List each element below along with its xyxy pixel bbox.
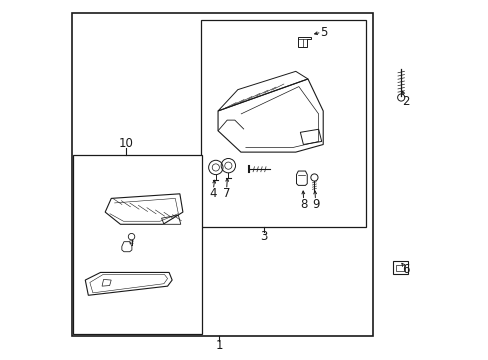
Text: 6: 6: [402, 263, 409, 276]
Bar: [201, 21, 366, 226]
Text: 5: 5: [320, 26, 327, 39]
Bar: [392, 261, 407, 274]
Text: 4: 4: [209, 187, 217, 200]
Text: 10: 10: [119, 136, 133, 149]
Text: 9: 9: [311, 198, 319, 211]
Bar: [395, 265, 404, 271]
Text: 8: 8: [299, 198, 307, 211]
Text: 3: 3: [260, 230, 267, 243]
Bar: [73, 155, 202, 334]
Text: 2: 2: [402, 95, 409, 108]
Text: 7: 7: [223, 187, 230, 200]
Bar: [72, 13, 372, 336]
Text: 1: 1: [215, 339, 223, 352]
